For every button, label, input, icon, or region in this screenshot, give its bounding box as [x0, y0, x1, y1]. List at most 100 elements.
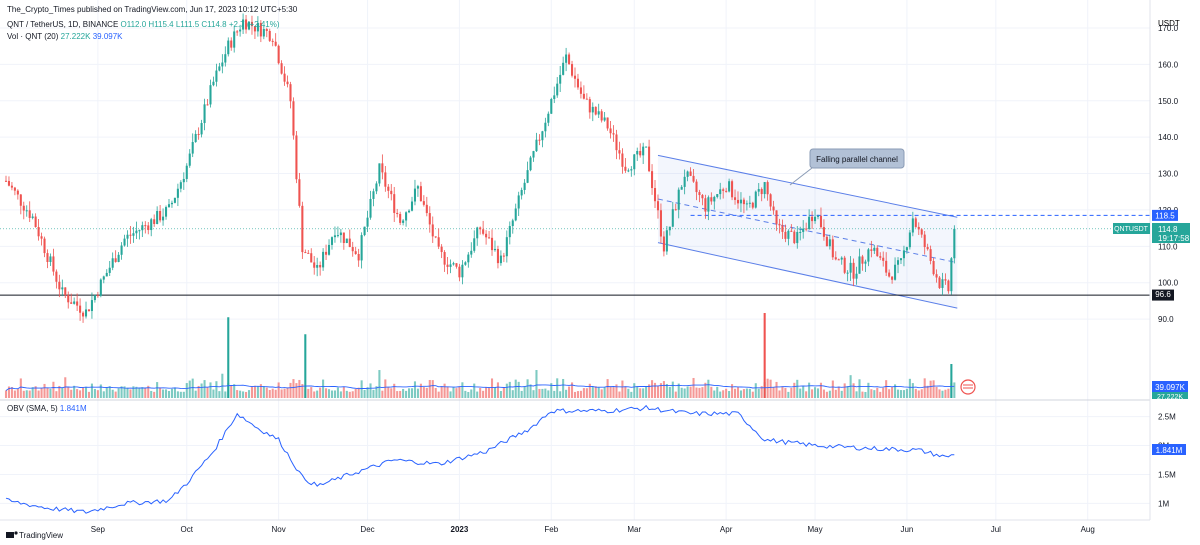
ohlc-open: O112.0 — [120, 20, 147, 29]
channel-upper-line[interactable] — [657, 154, 958, 218]
candle-body — [289, 84, 292, 102]
volume-bar — [692, 377, 695, 398]
candle-body — [408, 210, 411, 213]
volume-bar — [834, 389, 837, 398]
obv-value-tag[interactable]: 1.841M — [1152, 444, 1186, 455]
volume-bar — [885, 380, 888, 398]
footer-brand: TradingView — [19, 531, 63, 540]
volume-ma-tag[interactable]: 39.097K — [1152, 381, 1188, 392]
volume-bar — [135, 386, 138, 398]
candle-body — [43, 238, 46, 254]
candle-body — [366, 217, 369, 227]
candle-body — [891, 276, 894, 280]
volume-bar — [953, 382, 956, 398]
volume-bar — [159, 387, 162, 398]
volume-bar — [894, 384, 897, 398]
volume-bar — [908, 378, 911, 398]
candle-body — [834, 257, 837, 260]
resistance-price-tag[interactable]: 118.5 — [1152, 209, 1178, 221]
candle-body — [245, 19, 248, 30]
channel-lower-line[interactable] — [657, 242, 958, 309]
volume-bar — [132, 386, 135, 398]
volume-bar — [114, 391, 117, 398]
candle-body — [164, 207, 168, 217]
candle-body — [757, 189, 760, 192]
candle-body — [170, 202, 173, 205]
volume-bar — [704, 382, 707, 398]
candle-body — [437, 237, 440, 247]
volume-bar — [585, 388, 588, 398]
candle-body — [716, 194, 719, 197]
volume-bar — [490, 378, 494, 398]
volume-bar — [40, 387, 43, 398]
channel-callout[interactable]: Falling parallel channel — [789, 148, 905, 186]
candle-body — [381, 163, 384, 173]
volume-bar — [805, 391, 808, 398]
volume-bar — [731, 384, 734, 398]
candle-body — [695, 181, 698, 193]
price-tick-label: 130.0 — [1158, 170, 1179, 179]
candle-body — [517, 195, 520, 209]
candle-body — [236, 31, 239, 33]
volume-bar — [778, 390, 781, 398]
volume-bar — [917, 390, 920, 398]
candle-body — [541, 131, 544, 141]
volume-bar — [292, 379, 295, 398]
volume-ma-value: 39.097K — [92, 32, 123, 41]
candle-body — [816, 215, 820, 217]
time-tick-label: Mar — [627, 525, 641, 534]
candle-body — [825, 236, 828, 247]
candle-body — [787, 230, 790, 239]
volume-bar — [902, 390, 905, 398]
candle-body — [562, 62, 565, 75]
volume-bar — [446, 386, 449, 398]
volume-bar — [262, 386, 265, 398]
candle-body — [73, 301, 76, 304]
volume-bar — [932, 380, 935, 398]
candle-body — [369, 198, 372, 218]
volume-bar — [452, 386, 455, 398]
volume-bar — [310, 387, 313, 398]
volume-bar — [858, 379, 861, 398]
volume-bar — [402, 388, 405, 398]
channel-midline — [657, 198, 958, 264]
candle-body — [902, 250, 905, 259]
volume-bar — [413, 381, 417, 398]
volume-legend[interactable]: Vol · QNT (20) 27.222K 39.097K — [7, 32, 123, 41]
volume-bar — [793, 382, 796, 398]
candle-body — [499, 255, 502, 264]
candle-body — [591, 106, 594, 113]
candle-body — [775, 210, 778, 224]
volume-bar — [247, 390, 251, 398]
volume-bar — [197, 385, 200, 398]
volume-bar — [52, 381, 55, 398]
volume-bar — [683, 388, 686, 398]
candle-body — [55, 271, 58, 282]
candle-body — [811, 216, 814, 222]
volume-bar — [529, 384, 532, 398]
symbol-line[interactable]: QNT / TetherUS, 1D, BINANCE O112.0 H115.… — [7, 20, 280, 29]
volume-bar — [867, 382, 870, 398]
candle-body — [630, 169, 633, 171]
candle-body — [870, 249, 873, 251]
volume-bar — [573, 391, 577, 398]
volume-bar — [914, 388, 917, 398]
candle-body — [627, 170, 630, 172]
support-price-tag[interactable]: 96.6 — [1152, 289, 1174, 301]
events-icon[interactable] — [960, 379, 976, 395]
volume-bar — [550, 383, 553, 398]
candle-body — [656, 201, 660, 211]
last-price-tag[interactable]: QNTUSDT 114.8 19:17:58 — [1113, 223, 1190, 243]
candle-body — [227, 40, 230, 55]
candle-body — [473, 238, 476, 251]
volume-bar — [79, 390, 82, 398]
candle-body — [304, 252, 307, 254]
candle-body — [117, 254, 120, 262]
candle-body — [677, 189, 680, 210]
ohlc-change: +2.7 (+2.41%) — [228, 20, 280, 29]
candle-body — [310, 253, 313, 263]
volume-bar — [668, 386, 671, 398]
obv-legend[interactable]: OBV (SMA, 5) 1.841M — [7, 404, 87, 413]
candle-body — [138, 230, 141, 232]
